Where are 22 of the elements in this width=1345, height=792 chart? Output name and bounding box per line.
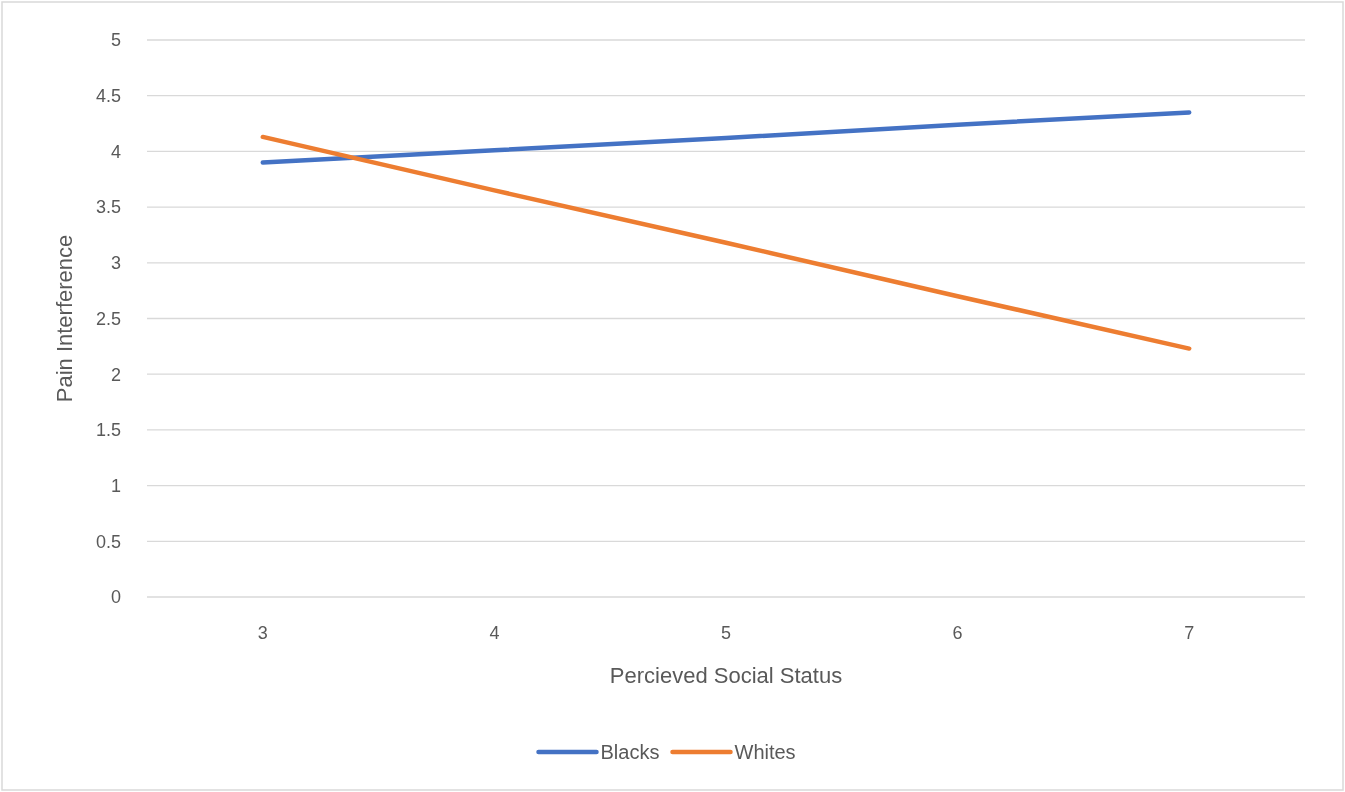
y-tick-label: 2 [110, 364, 121, 385]
y-tick-label: 1.5 [95, 420, 121, 441]
y-tick-label: 4 [110, 141, 121, 162]
y-tick-label: 2.5 [95, 308, 121, 329]
legend-label: Whites [734, 741, 796, 763]
x-axis-title: Percieved Social Status [609, 663, 843, 688]
line-series [260, 110, 1192, 165]
y-tick-label: 0 [110, 587, 121, 608]
y-tick-label: 4.5 [95, 86, 121, 106]
x-tick-label: 4 [489, 623, 500, 643]
x-tick-label: 3 [257, 623, 268, 643]
x-tick-label: 7 [1184, 623, 1195, 643]
y-tick-label: 1 [110, 475, 121, 496]
y-axis-title: Pain Interference [52, 234, 77, 403]
y-tick-label: 3.5 [95, 197, 121, 218]
y-tick-label: 0.5 [95, 531, 121, 552]
x-tick-label: 6 [952, 623, 963, 643]
legend-label: Blacks [600, 741, 660, 763]
line-series [260, 134, 1192, 351]
y-tick-label: 3 [110, 253, 121, 274]
x-tick-label: 5 [720, 623, 732, 643]
y-tick-label: 5 [110, 30, 121, 51]
